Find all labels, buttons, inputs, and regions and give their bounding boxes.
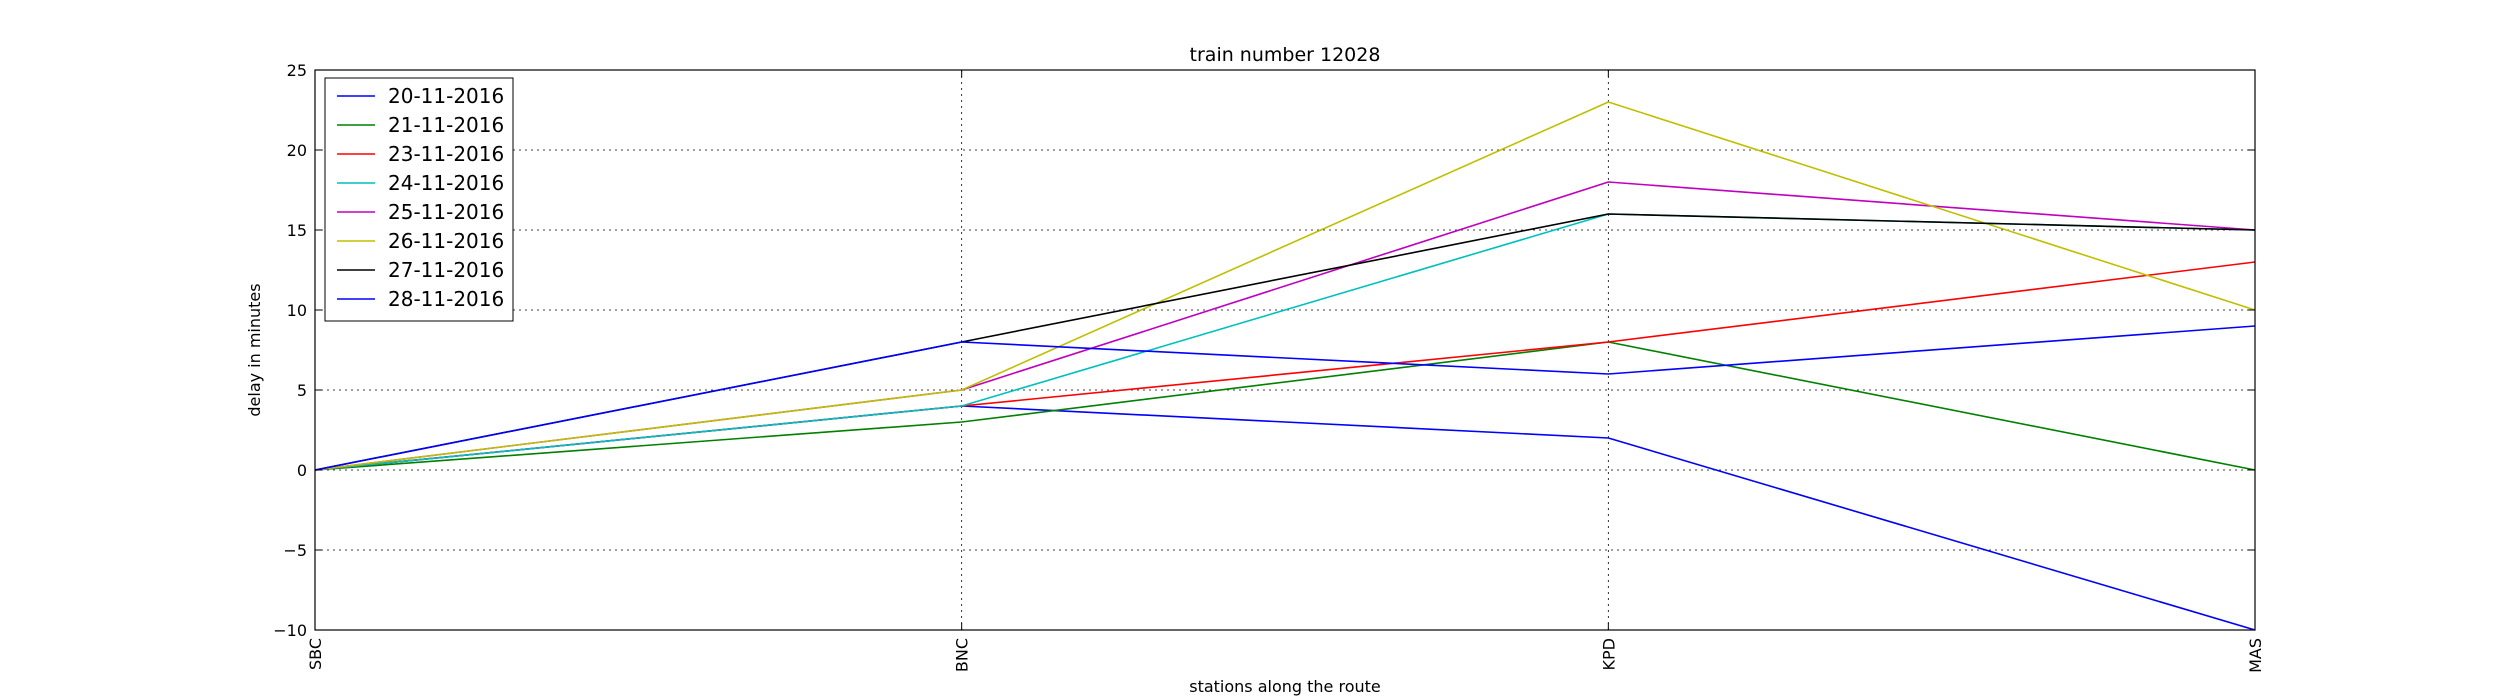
y-tick-label: 5 (297, 381, 307, 400)
chart-title: train number 12028 (1190, 44, 1381, 66)
legend-item: 28-11-2016 (337, 287, 504, 311)
plot-area-frame (314, 69, 2256, 631)
y-tick-label: 20 (287, 141, 307, 160)
series-line-28-11-2016 (314, 325, 2256, 471)
legend-item: 25-11-2016 (337, 200, 504, 224)
legend-label: 23-11-2016 (388, 142, 504, 166)
x-tick-label: SBC (306, 638, 325, 670)
x-tick-label: KPD (1599, 638, 1618, 670)
legend-label: 20-11-2016 (388, 84, 504, 108)
y-tick-label: −10 (273, 621, 307, 640)
legend-item: 27-11-2016 (337, 258, 504, 282)
legend-item: 23-11-2016 (337, 142, 504, 166)
series-line-21-11-2016 (314, 341, 2256, 471)
legend-label: 28-11-2016 (388, 287, 504, 311)
series-line-26-11-2016 (314, 101, 2256, 471)
legend-item: 24-11-2016 (337, 171, 504, 195)
legend-item: 21-11-2016 (337, 113, 504, 137)
y-tick-label: 10 (287, 301, 307, 320)
legend-box (324, 77, 514, 322)
x-axis-label: stations along the route (1189, 677, 1381, 696)
legend-item: 26-11-2016 (337, 229, 504, 253)
legend-item: 20-11-2016 (337, 84, 504, 108)
y-tick-label: 0 (297, 461, 307, 480)
axis-ticks: −10 −5 0 5 10 15 20 25 SBC BNC KPD MAS (273, 61, 2265, 673)
legend: 20-11-2016 21-11-2016 23-11-2016 24-11-2016… (324, 77, 514, 322)
y-tick-label: −5 (283, 541, 307, 560)
legend-label: 24-11-2016 (388, 171, 504, 195)
legend-label: 25-11-2016 (388, 200, 504, 224)
series-lines (314, 101, 2256, 631)
y-axis-label: delay in minutes (245, 283, 264, 416)
x-tick-label: MAS (2246, 638, 2265, 673)
legend-label: 26-11-2016 (388, 229, 504, 253)
legend-label: 21-11-2016 (388, 113, 504, 137)
x-tick-label: BNC (953, 638, 972, 672)
y-tick-label: 25 (287, 61, 307, 80)
y-tick-label: 15 (287, 221, 307, 240)
legend-label: 27-11-2016 (388, 258, 504, 282)
